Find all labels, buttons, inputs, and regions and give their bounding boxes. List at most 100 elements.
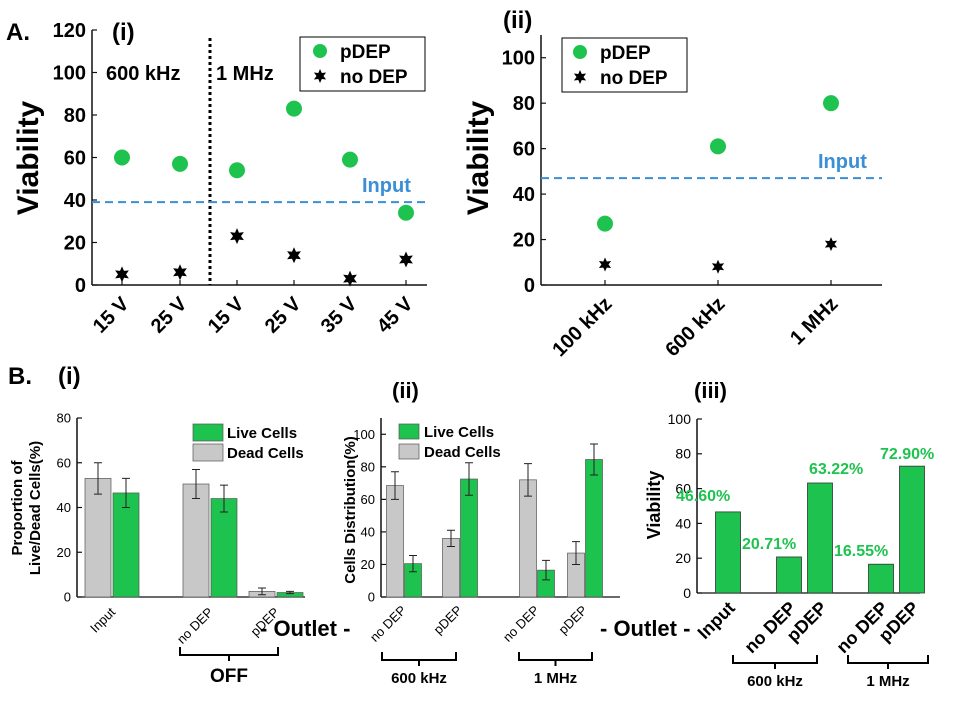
a2-nodep-point xyxy=(598,257,612,272)
a1-divider-label-right: 1 MHz xyxy=(216,63,274,85)
a2-legend-pdep-label: pDEP xyxy=(600,43,651,64)
a2-pdep-point xyxy=(597,215,613,232)
b1-y-tick-label: 60 xyxy=(57,455,71,470)
b2-x-tick-label: no DEP xyxy=(500,603,542,645)
a1-nodep-point xyxy=(230,228,244,245)
b2-y-tick-label: 80 xyxy=(361,459,375,474)
b2-error-bar xyxy=(447,529,455,548)
b2-legend-dead-swatch xyxy=(398,443,420,460)
panel-b-ii-label: (ii) xyxy=(392,378,419,403)
b2-error-bar xyxy=(590,443,598,476)
b3-group-1mhz-label: 1 MHz xyxy=(866,673,909,690)
a1-legend-nodep-label: no DEP xyxy=(340,67,408,88)
a1-pdep-point xyxy=(286,100,302,117)
b1-error-bar xyxy=(220,484,228,513)
b1-legend-dead-swatch xyxy=(192,443,224,462)
b2-legend-live-swatch xyxy=(398,423,420,440)
b2-group-1mhz-label: 1 MHz xyxy=(534,670,577,687)
b2-bar xyxy=(386,485,404,598)
b2-y-tick-label: 0 xyxy=(368,590,375,605)
outlet-label-2: - Outlet - xyxy=(600,616,690,641)
a2-legend-nodep-marker xyxy=(573,70,587,84)
a1-y-tick-label: 60 xyxy=(64,148,86,170)
b2-bar xyxy=(460,478,478,598)
b3-y-tick-label: 80 xyxy=(675,446,691,462)
b2-group-1mhz-bracket xyxy=(518,652,593,666)
b1-bar xyxy=(84,478,112,598)
b3-data-label: 20.71% xyxy=(742,536,796,553)
b3-y-tick-label: 20 xyxy=(675,550,691,566)
a1-y-tick-label: 40 xyxy=(64,190,86,212)
b3-data-label: 46.60% xyxy=(676,488,730,505)
b1-error-bar xyxy=(94,462,102,495)
a1-pdep-point xyxy=(342,151,358,168)
b1-error-bar xyxy=(286,590,294,595)
a2-x-tick-label: 1 MHz xyxy=(786,293,842,349)
b2-bar xyxy=(519,479,537,598)
b2-y-tick-label: 40 xyxy=(361,524,375,539)
b3-group-600khz-bracket xyxy=(732,655,818,669)
b3-bar xyxy=(715,511,741,594)
b3-bar xyxy=(868,563,894,594)
b3-data-label: 72.90% xyxy=(880,446,934,463)
b1-bar xyxy=(182,483,210,598)
b2-error-bar xyxy=(409,555,417,573)
b3-group-600khz-label: 600 kHz xyxy=(747,673,803,690)
b1-error-bar xyxy=(258,587,266,596)
panel-b-i-label: (i) xyxy=(58,363,81,390)
chart-a-i: 0 20 40 60 80 100 120 Viability 600 kHz 1 MHz Inpu… xyxy=(12,20,427,338)
b2-x-tick-label: pDEP xyxy=(430,603,465,638)
a1-legend-pdep-marker xyxy=(313,44,327,58)
a1-nodep-point xyxy=(343,270,357,287)
a2-pdep-point xyxy=(710,138,726,155)
b1-y-tick-label: 20 xyxy=(57,545,71,560)
b3-data-label: 16.55% xyxy=(834,543,888,560)
b2-x-tick-label: pDEP xyxy=(555,603,590,638)
a1-y-axis-label: Viability xyxy=(12,100,45,215)
outlet-label-1: - Outlet - xyxy=(260,616,350,641)
a1-pdep-point xyxy=(229,162,245,179)
b2-y-axis-label: Cells Distribution(%) xyxy=(342,436,359,584)
b2-error-bar xyxy=(542,559,550,581)
panel-a-i-label: (i) xyxy=(112,19,135,46)
b2-bar xyxy=(442,538,460,598)
chart-b-i: 0 20 40 60 80 Proportion of Live/Dead Cells(%)… xyxy=(9,411,305,647)
b1-x-tick-label: Input xyxy=(87,604,118,635)
b2-error-bar xyxy=(524,463,532,497)
a2-nodep-point xyxy=(711,259,725,274)
b3-y-tick-label: 100 xyxy=(668,411,692,427)
b3-y-tick-label: 0 xyxy=(683,585,691,601)
a1-x-tick-label: 45 V xyxy=(373,293,418,338)
b1-group-off-label: OFF xyxy=(210,666,248,687)
b2-y-tick-label: 20 xyxy=(361,557,375,572)
a2-nodep-point xyxy=(824,237,838,252)
a1-input-label: Input xyxy=(362,175,411,197)
b3-bar xyxy=(899,465,925,594)
a2-y-tick-label: 100 xyxy=(502,48,535,70)
b3-x-tick-label: Input xyxy=(694,598,739,643)
b2-legend-dead-label: Dead Cells xyxy=(424,444,501,461)
a2-x-tick-label: 600 kHz xyxy=(661,293,729,361)
b3-y-tick-label: 60 xyxy=(675,481,691,497)
b1-y-axis-label-line2: Live/Dead Cells(%) xyxy=(27,441,44,575)
a1-y-tick-label: 100 xyxy=(53,63,86,85)
a1-pdep-point xyxy=(114,149,130,166)
a1-pdep-point xyxy=(172,155,188,172)
b3-y-tick-label: 40 xyxy=(675,515,691,531)
group-brackets: OFF 600 kHz 1 MHz 600 kHz 1 MHz xyxy=(179,647,929,690)
a2-pdep-point xyxy=(823,95,839,112)
a1-legend-pdep-label: pDEP xyxy=(340,42,391,63)
b1-error-bar xyxy=(192,468,200,500)
b1-legend-live-label: Live Cells xyxy=(227,425,297,442)
a1-x-tick-label: 35 V xyxy=(317,293,362,338)
panel-b-iii-label: (iii) xyxy=(694,378,727,403)
b1-legend-dead-label: Dead Cells xyxy=(227,445,304,462)
a2-y-tick-label: 60 xyxy=(513,139,535,161)
b3-data-label: 63.22% xyxy=(809,461,863,478)
b3-bar xyxy=(776,556,802,594)
a2-x-tick-label: 100 kHz xyxy=(548,293,616,361)
a1-nodep-point xyxy=(399,251,413,268)
panel-a-label: A. xyxy=(6,19,30,46)
b2-y-tick-label: 100 xyxy=(353,427,375,442)
